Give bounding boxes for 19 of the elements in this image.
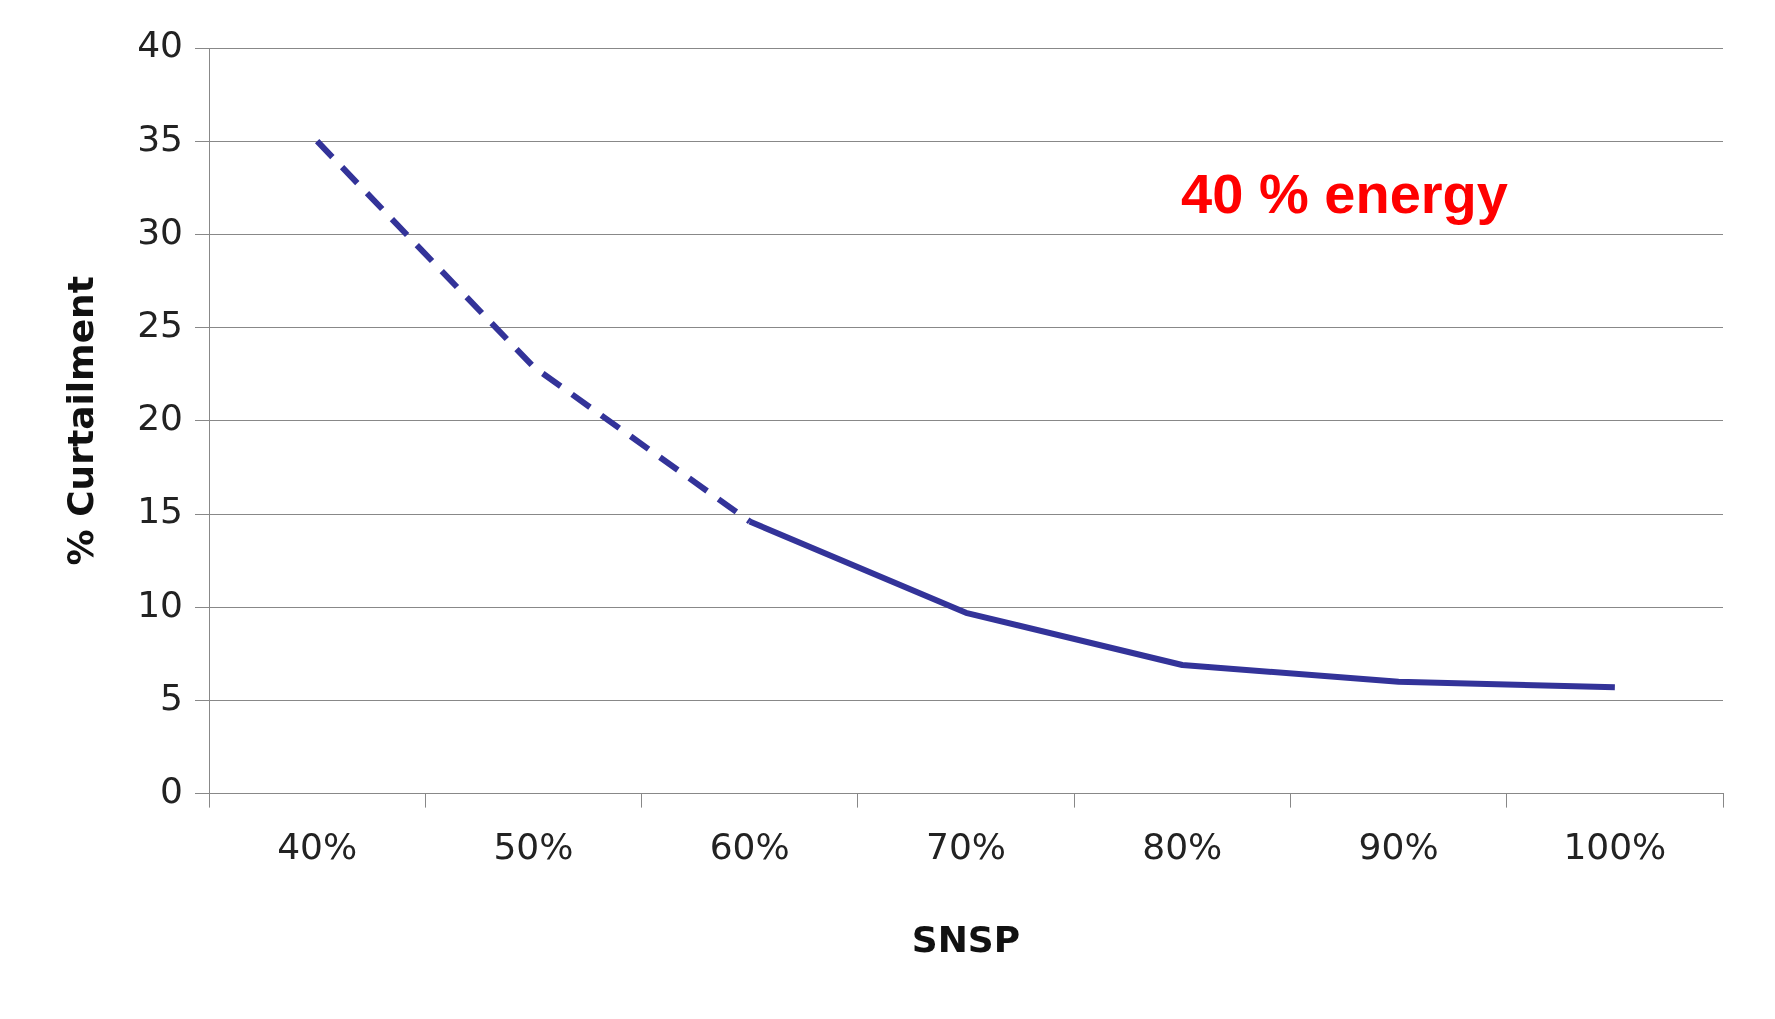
annotation: 40 % energy (1181, 161, 1508, 225)
y-tick-label: 15 (137, 490, 184, 532)
x-tick-label: 60% (709, 825, 790, 867)
y-tick-label: 20 (137, 397, 184, 439)
y-tick-label: 40 (137, 24, 184, 66)
y-tick-label: 25 (137, 303, 184, 345)
y-tick-label: 5 (160, 676, 184, 718)
y-axis-title: % Curtailment (59, 276, 101, 566)
y-tick-label: 0 (160, 769, 184, 811)
x-tick-label: 100% (1563, 825, 1667, 867)
x-tick-label: 40% (277, 825, 358, 867)
y-tick-label: 10 (137, 583, 184, 625)
x-tick-label: 50% (493, 825, 574, 867)
x-tick-label: 90% (1358, 825, 1439, 867)
y-tick-label: 30 (137, 210, 184, 252)
x-axis-title: SNSP (911, 918, 1021, 960)
x-tick-label: 80% (1142, 825, 1223, 867)
y-tick-label: 35 (137, 117, 184, 159)
x-tick-label: 70% (926, 825, 1007, 867)
